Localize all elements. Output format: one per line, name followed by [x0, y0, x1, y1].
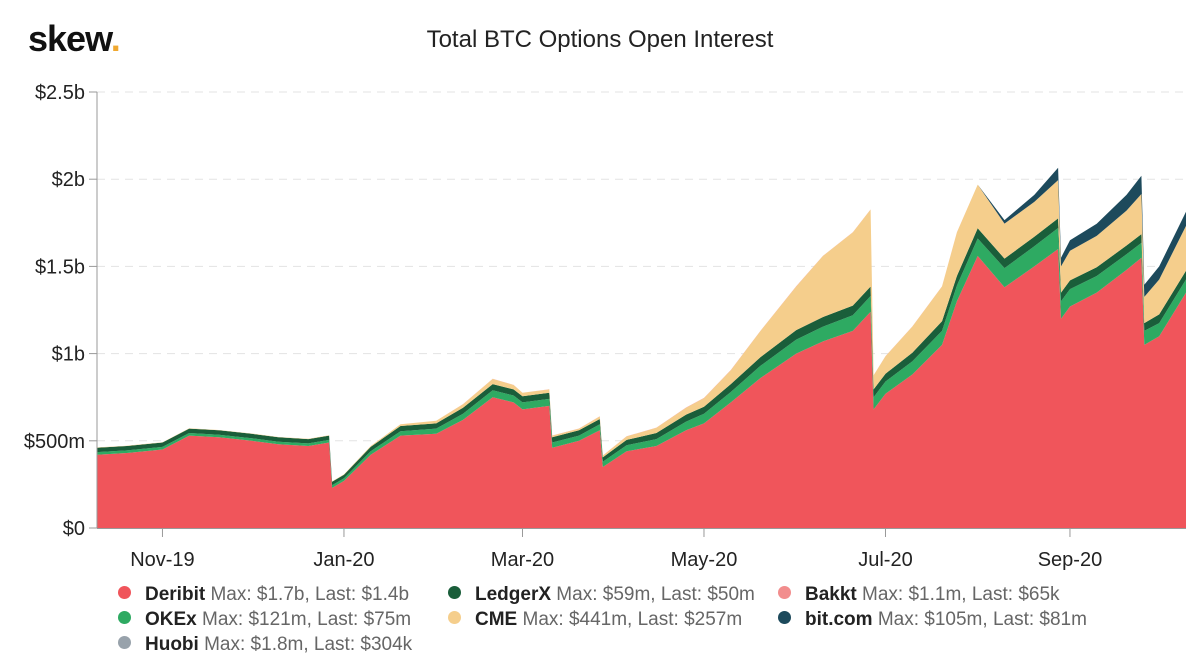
y-tick-label-1: $500m [24, 431, 85, 453]
legend-series-name: CME [475, 609, 518, 630]
legend-item-huobi[interactable]: Huobi Max: $1.8m, Last: $304k [118, 634, 412, 656]
y-tick-label-2: $1b [52, 344, 85, 366]
legend-series-stats: Max: $441m, Last: $257m [517, 609, 743, 630]
legend-swatch [118, 636, 131, 649]
legend-item-bakkt[interactable]: Bakkt Max: $1.1m, Last: $65k [778, 584, 1060, 606]
y-tick-label-4: $2b [52, 169, 85, 191]
y-tick-label-5: $2.5b [35, 82, 85, 104]
y-tick-label-3: $1.5b [35, 256, 85, 278]
legend-item-cme[interactable]: CME Max: $441m, Last: $257m [448, 609, 742, 631]
x-tick-label-3: May-20 [671, 549, 738, 571]
legend-series-name: LedgerX [475, 584, 552, 605]
area-deribit [97, 249, 1186, 528]
legend-swatch [448, 611, 461, 624]
area-series-group [97, 167, 1186, 528]
y-tick-label-0: $0 [63, 518, 85, 540]
legend-series-name: OKEx [145, 609, 197, 630]
legend-swatch [118, 586, 131, 599]
x-tick-label-1: Jan-20 [313, 549, 374, 571]
x-tick-label-0: Nov-19 [130, 549, 194, 571]
axes: $0 $500m $1b $1.5b $2b $2.5b Nov-19 Jan-20 Mar-2… [24, 82, 1186, 571]
chart-title: Total BTC Options Open Interest [426, 26, 774, 53]
legend-series-stats: Max: $59m, Last: $50m [551, 584, 755, 605]
legend-series-stats: Max: $121m, Last: $75m [196, 609, 412, 630]
stacked-area-chart: $0 $500m $1b $1.5b $2b $2.5b Nov-19 Jan-20 Mar-2… [24, 82, 1186, 571]
legend-item-ledgerx[interactable]: LedgerX Max: $59m, Last: $50m [448, 584, 755, 606]
x-tick-label-5: Sep-20 [1038, 549, 1103, 571]
legend-item-okex[interactable]: OKEx Max: $121m, Last: $75m [118, 609, 411, 631]
legend-series-name: Bakkt [805, 584, 857, 605]
legend-swatch [448, 586, 461, 599]
x-tick-label-4: Jul-20 [858, 549, 912, 571]
skew-logo: skew. [28, 18, 121, 60]
legend-series-name: Deribit [145, 584, 206, 605]
legend-series-name: Huobi [145, 634, 199, 655]
legend-swatch [118, 611, 131, 624]
legend-series-name: bit.com [805, 609, 873, 630]
legend-swatch [778, 586, 791, 599]
legend-series-stats: Max: $105m, Last: $81m [872, 609, 1087, 630]
x-tick-label-2: Mar-20 [491, 549, 554, 571]
legend-swatch [778, 611, 791, 624]
legend-series-stats: Max: $1.1m, Last: $65k [856, 584, 1060, 605]
logo-text: skew [28, 18, 112, 59]
legend-series-stats: Max: $1.7b, Last: $1.4b [205, 584, 410, 605]
legend-series-stats: Max: $1.8m, Last: $304k [198, 634, 413, 655]
legend-item-bit-com[interactable]: bit.com Max: $105m, Last: $81m [778, 609, 1087, 631]
logo-dot: . [110, 18, 121, 59]
legend-item-deribit[interactable]: Deribit Max: $1.7b, Last: $1.4b [118, 584, 409, 606]
